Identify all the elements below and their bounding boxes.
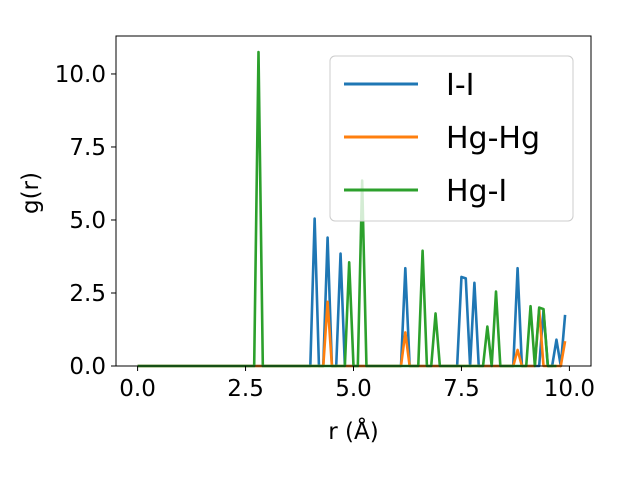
legend-label-i-i: I-I [446,68,475,103]
legend-label-hg-i: Hg-I [446,174,507,209]
y-tick-label: 2.5 [69,281,106,307]
x-axis-ticks: 0.0 2.5 5.0 7.5 10.0 [119,366,595,402]
legend-label-hg-hg: Hg-Hg [446,121,540,156]
legend-box [329,55,574,222]
y-tick-label: 7.5 [69,135,106,161]
x-tick-label: 10.0 [544,376,595,402]
x-axis-label: r (Å) [328,417,378,445]
y-axis-ticks: 0.0 2.5 5.0 7.5 10.0 [55,62,116,380]
x-tick-label: 7.5 [443,376,480,402]
y-axis-label: g(r) [18,172,44,214]
legend: I-I Hg-Hg Hg-I [329,55,574,222]
x-tick-label: 2.5 [227,376,264,402]
x-tick-label: 5.0 [335,376,372,402]
y-tick-label: 10.0 [55,62,106,88]
y-tick-label: 0.0 [69,354,106,380]
x-tick-label: 0.0 [119,376,156,402]
y-tick-label: 5.0 [69,208,106,234]
